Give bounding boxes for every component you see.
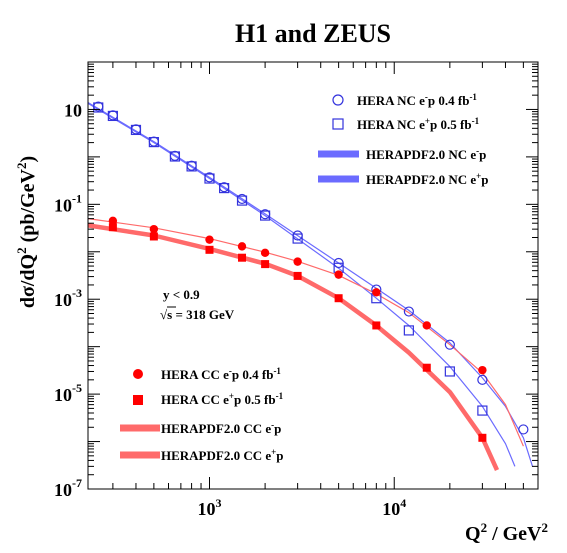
- point-nc-em: [403, 306, 414, 317]
- point-nc-ep: [107, 110, 118, 122]
- legend-marker-filled-circle: [133, 369, 143, 379]
- point-nc-ep: [260, 210, 271, 221]
- y-tick-label: 10-5: [54, 381, 82, 405]
- legend-cc-em-label: HERA CC e-p 0.4 fb-1: [161, 366, 281, 382]
- point-cc-ep: [108, 223, 117, 232]
- legend-pdf-cc-em-label: HERAPDF2.0 CC e-p: [161, 420, 281, 436]
- legend-marker-open-circle: [332, 94, 344, 106]
- point-nc-ep: [236, 195, 248, 206]
- point-cc-ep: [238, 253, 247, 262]
- legend-cc-ep-label: HERA CC e+p 0.5 fb-1: [161, 391, 284, 407]
- point-cc-em: [205, 235, 214, 244]
- point-nc-ep: [186, 161, 197, 172]
- point-cc-em: [478, 365, 487, 375]
- x-tick-label: 103: [197, 496, 221, 519]
- point-cc-ep: [149, 232, 158, 241]
- y-tick-label: 10-3: [54, 286, 82, 310]
- chart-title: H1 and ZEUS: [235, 19, 391, 48]
- point-nc-ep: [219, 182, 230, 194]
- point-cc-ep: [478, 433, 487, 442]
- legend-marker-open-square: [332, 118, 344, 130]
- point-cc-em: [260, 248, 270, 258]
- point-nc-ep: [477, 405, 488, 416]
- point-cc-em: [334, 270, 343, 279]
- axis-ticks: 103 104 10 10-1 10-3 10-5 10-7: [54, 62, 539, 519]
- annotation-sqrt-s: √s = 318 GeV: [160, 307, 235, 322]
- point-nc-ep: [444, 366, 455, 377]
- point-cc-em: [422, 321, 431, 330]
- point-cc-em: [149, 224, 159, 234]
- plot-frame: [87, 61, 539, 490]
- legend-nc-ep-label: HERA NC e+p 0.5 fb-1: [357, 116, 480, 132]
- point-nc-ep: [169, 151, 181, 162]
- point-cc-ep: [334, 294, 343, 303]
- point-nc-ep: [148, 136, 159, 148]
- point-cc-em: [293, 257, 302, 266]
- y-tick-label: 10: [64, 100, 82, 120]
- legend-marker-filled-square: [133, 395, 143, 405]
- point-nc-ep: [204, 173, 215, 184]
- point-cc-em: [372, 288, 381, 297]
- curve-nc-ep: [87, 102, 516, 467]
- point-nc-em: [444, 339, 455, 350]
- legend-nc-em-label: HERA NC e-p 0.4 fb-1: [357, 92, 477, 108]
- legend-pdf-nc-ep-label: HERAPDF2.0 NC e+p: [366, 171, 489, 187]
- curve-cc-em: [87, 218, 524, 447]
- point-nc-ep: [93, 102, 104, 113]
- point-nc-ep: [403, 325, 414, 336]
- legend-pdf-nc-em-label: HERAPDF2.0 NC e-p: [366, 146, 486, 162]
- x-axis-label: Q2 / GeV2: [465, 520, 548, 545]
- y-tick-label: 10-7: [54, 476, 82, 500]
- point-nc-ep: [292, 233, 303, 244]
- point-cc-ep: [261, 260, 270, 269]
- point-cc-ep: [422, 363, 431, 372]
- legend-cc: HERA CC e-p 0.4 fb-1 HERA CC e+p 0.5 fb-…: [120, 366, 284, 463]
- legend-pdf-cc-ep-label: HERAPDF2.0 CC e+p: [161, 447, 284, 463]
- point-cc-em: [237, 242, 247, 251]
- point-cc-em: [108, 216, 118, 225]
- x-tick-label: 104: [382, 496, 406, 519]
- legend-nc: HERA NC e-p 0.4 fb-1 HERA NC e+p 0.5 fb-…: [318, 92, 489, 187]
- plot-border: [87, 61, 539, 490]
- point-nc-ep: [130, 124, 142, 136]
- point-cc-ep: [372, 321, 381, 330]
- point-cc-ep: [205, 245, 214, 254]
- y-axis-label: dσ/dQ2 (pb/GeV2): [14, 156, 39, 308]
- y-tick-label: 10-1: [54, 191, 82, 215]
- point-nc-em: [477, 374, 488, 385]
- data-points: [93, 101, 529, 442]
- curve-cc-ep: [87, 223, 500, 472]
- point-cc-ep: [293, 271, 302, 280]
- point-nc-em: [518, 424, 529, 435]
- annotation-y-cut: y < 0.9: [163, 287, 200, 302]
